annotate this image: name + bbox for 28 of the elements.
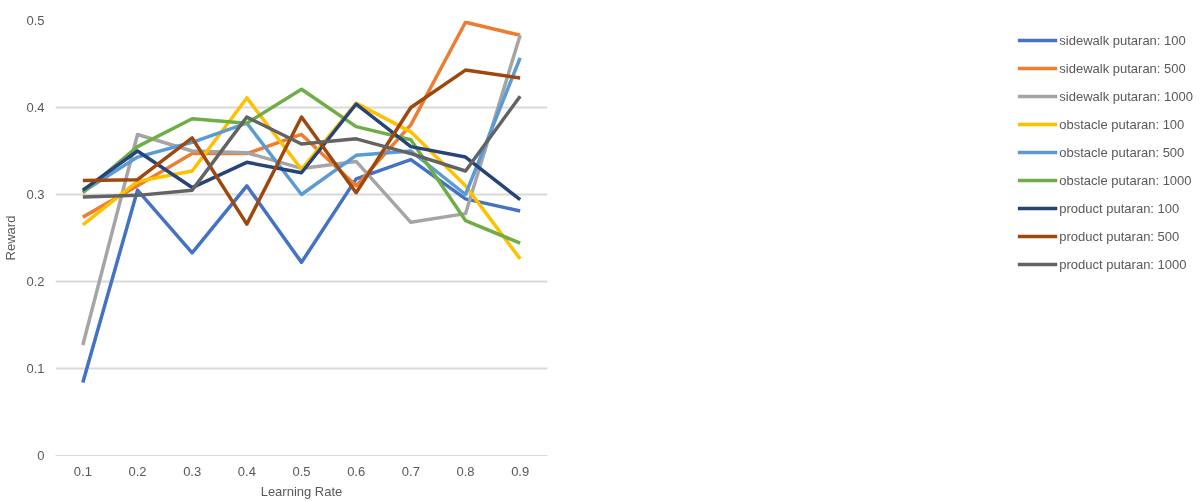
x-tick-label: 0.3 (183, 463, 202, 479)
legend-label: product putaran: 100 (1059, 200, 1180, 216)
x-tick-label: 0.7 (401, 463, 420, 479)
legend-label: sidewalk putaran: 1000 (1059, 88, 1193, 104)
x-tick-label: 0.6 (347, 463, 366, 479)
line-series (81, 68, 522, 226)
x-tick-label: 0.4 (237, 463, 256, 479)
y-tick-label: 0.3 (26, 187, 45, 202)
legend-label: obstacle putaran: 100 (1059, 116, 1185, 132)
legend-label: obstacle putaran: 500 (1059, 144, 1185, 160)
y-tick-label: 0.1 (26, 361, 45, 376)
y-tick-label: 0 (37, 448, 45, 463)
x-tick-label: 0.1 (73, 463, 92, 479)
x-tick-label: 0.8 (456, 463, 475, 479)
y-axis-title: Reward (3, 215, 19, 261)
x-axis-title: Learning Rate (260, 483, 343, 499)
y-tick-label: 0.2 (26, 274, 45, 289)
legend-label: product putaran: 500 (1059, 228, 1180, 244)
legend-label: sidewalk putaran: 100 (1059, 32, 1186, 48)
legend-label: sidewalk putaran: 500 (1059, 60, 1186, 76)
line-series (81, 157, 522, 385)
x-tick-label: 0.9 (511, 463, 530, 479)
legend-label: product putaran: 1000 (1059, 256, 1187, 272)
legend-label: obstacle putaran: 1000 (1059, 172, 1192, 188)
x-tick-label: 0.2 (128, 463, 147, 479)
y-tick-label: 0.5 (26, 13, 45, 28)
x-tick-label: 0.5 (292, 463, 311, 479)
y-tick-label: 0.4 (26, 100, 45, 115)
